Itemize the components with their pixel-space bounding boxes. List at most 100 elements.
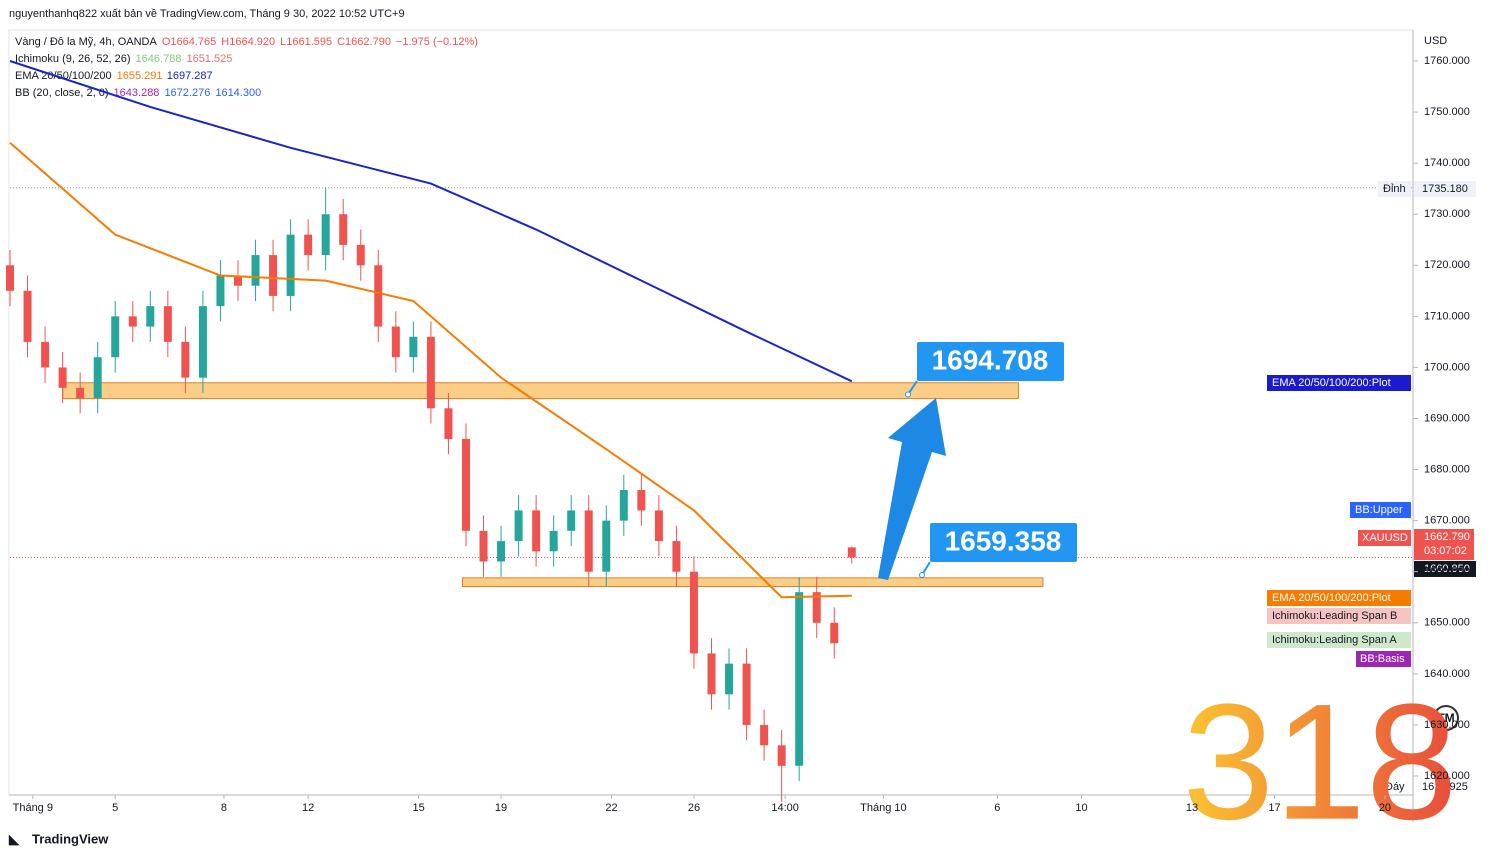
countdown: 03:07:02 [1424,545,1467,557]
legend-label: Ichimoku (9, 26, 52, 26) [15,53,131,65]
candle-body [497,541,506,562]
x-tick-label: 20 [1379,802,1391,814]
candle-body [672,541,681,572]
candle-body [426,336,435,409]
candle-body [111,316,120,358]
high-price: 1735.180 [1422,183,1468,195]
zone [461,577,1044,588]
candle-body [689,571,698,654]
zone [62,382,1019,400]
candle-body [532,510,541,552]
annotation-point [905,391,911,398]
candle-body [830,622,839,644]
candle-body [847,547,856,558]
y-tick-label: 1710.000 [1424,310,1470,322]
candle-body [602,520,611,572]
candle-body [707,653,716,695]
candle-body [549,530,558,552]
legend-value: 1697.287 [167,70,213,82]
x-tick-label: 6 [994,802,1000,814]
candle-body [93,357,102,399]
bid-price: 1660.850 [1424,563,1470,575]
candle-body [795,592,804,766]
last-price: 1662.790 [1424,531,1470,543]
candle-body [216,275,225,307]
x-tick-label: 26 [688,802,700,814]
x-tick-label: 10 [1075,802,1087,814]
candle-body [181,341,190,378]
span-a-label: Ichimoku:Leading Span A [1272,634,1397,646]
arrow [878,398,946,580]
high-tag [1378,181,1411,197]
candle-body [356,244,365,266]
legend-row: BB (20, close, 2, 0) 1643.288 1672.276 1614… [15,87,261,99]
candle-body [812,592,821,623]
legend-value: 1614.300 [215,87,261,99]
plot: 1694.708 1659.358 [6,60,1413,802]
candle-body [461,438,470,531]
y-tick-label: 1650.000 [1424,617,1470,629]
span-b-label: Ichimoku:Leading Span B [1272,610,1397,622]
currency: USD [1424,35,1447,47]
x-tick-label: 14:00 [771,802,799,814]
x-tick-label: Tháng 10 [860,802,906,814]
y-tick-label: 1740.000 [1424,157,1470,169]
candle-body [637,490,646,511]
y-tick-label: 1640.000 [1424,668,1470,680]
candle-body [128,316,137,327]
candle-body [269,255,278,296]
high-price-tag [1414,181,1476,197]
y-tick-label: 1720.000 [1424,259,1470,271]
candle-body [233,275,242,286]
bb-upper-label: BB:Upper [1355,504,1403,516]
candle-body [304,234,313,256]
candle-body [444,408,453,439]
x-tick-label: 15 [412,802,424,814]
ema-line [9,141,852,599]
legend-value: 1643.288 [114,87,160,99]
candle-body [251,255,260,286]
candle-body [76,387,85,399]
high-label: Đỉnh [1383,183,1406,195]
y-tick-label: 1680.000 [1424,463,1470,475]
legend-row: Ichimoku (9, 26, 52, 26) 1646.788 1651.525 [15,53,232,65]
annotation-box [917,342,1064,381]
candle-body [23,290,32,342]
candle-body [760,724,769,746]
x-tick-label: 17 [1268,802,1280,814]
last-price-tag [1414,529,1474,560]
legend-value: 1651.525 [186,53,232,65]
ema200-label: EMA 20/50/100/200:Plot [1272,377,1391,389]
annotation-point [919,571,925,578]
legend-row: EMA 20/50/100/200 1655.291 1697.287 [15,70,213,82]
annotation-box [930,523,1077,562]
candle-body [6,265,14,291]
legend-value: 1672.276 [164,87,210,99]
x-tick-label: Tháng 9 [13,802,53,814]
candle-body [777,745,786,766]
badge: TM [1437,711,1454,725]
watermark: 318 [1182,670,1457,854]
x-tick-label: 13 [1186,802,1198,814]
candle-body [286,234,295,296]
publisher: nguyenthanhq822 xuất bản về TradingView.… [9,8,405,20]
bb-upper-tag [1350,502,1411,518]
candle-body [339,214,348,245]
y-tick-label: 1750.000 [1424,106,1470,118]
legend: Vàng / Đô la Mỹ, 4h, OANDA O1664.765 H1664… [15,36,478,99]
x-tick-label: 22 [605,802,617,814]
symbol-tag [1358,530,1411,546]
legend-value: −1.975 (−0.12%) [396,36,478,48]
candle-body [58,367,67,388]
candle-body [725,663,734,695]
ema50-label: EMA 20/50/100/200:Plot [1272,592,1391,604]
candle-body [321,214,330,256]
y-tick-label: 1670.000 [1424,515,1470,527]
legend-value: C1662.790 [337,36,391,48]
logo: TradingView [32,831,109,846]
logo-mark: ◣ [8,831,20,846]
candle-body [41,341,50,368]
x-tick-label: 19 [495,802,507,814]
symbol-label: XAUUSD [1362,532,1408,544]
candle-body [374,265,383,327]
